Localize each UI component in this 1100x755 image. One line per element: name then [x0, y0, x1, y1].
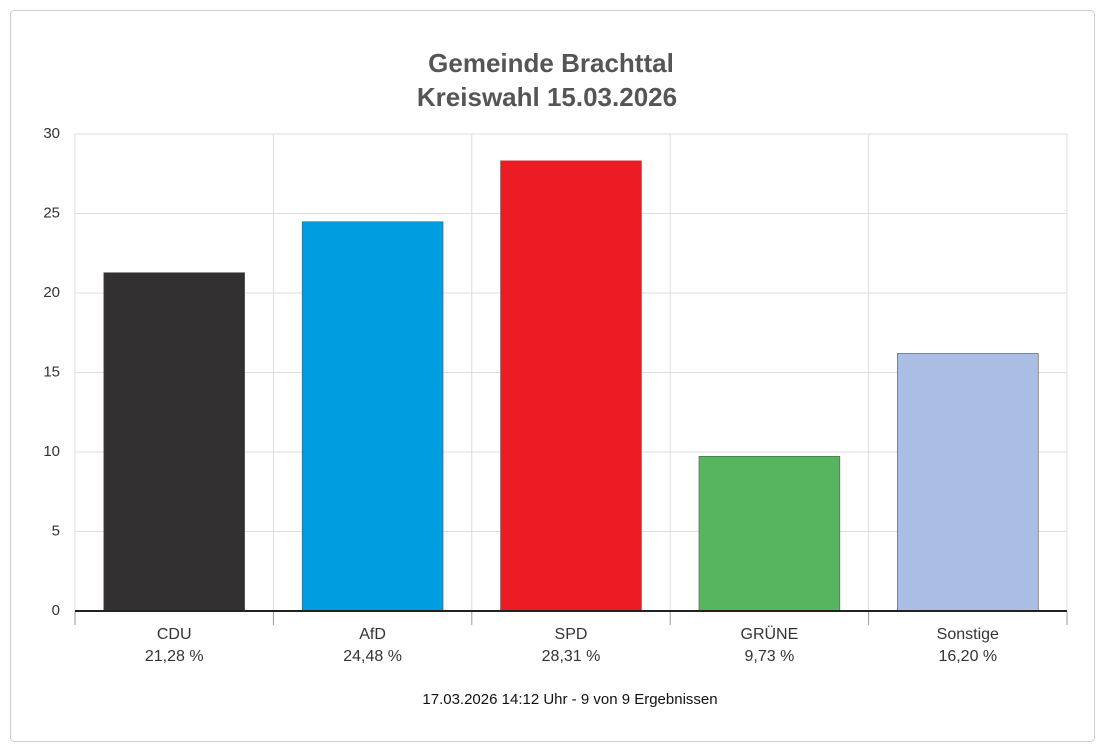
- value-label: 9,73 %: [744, 648, 794, 665]
- x-tick-label: AfD: [359, 626, 386, 643]
- value-label: 24,48 %: [343, 648, 402, 665]
- y-tick-label: 15: [43, 363, 60, 380]
- value-label: 16,20 %: [938, 648, 997, 665]
- x-tick-label: GRÜNE: [741, 625, 799, 643]
- chart-subtitle: Kreiswahl 15.03.2026: [417, 82, 677, 112]
- value-label: 21,28 %: [145, 648, 204, 665]
- footnote: 17.03.2026 14:12 Uhr - 9 von 9 Ergebniss…: [422, 691, 717, 708]
- x-tick-label: SPD: [555, 626, 588, 643]
- y-tick-label: 10: [43, 443, 60, 460]
- y-tick-label: 5: [52, 522, 60, 539]
- bar: [103, 272, 245, 612]
- chart-title: Gemeinde Brachttal: [428, 48, 674, 78]
- y-tick-label: 30: [43, 125, 60, 142]
- bar: [500, 160, 642, 612]
- x-tick-label: CDU: [157, 626, 192, 643]
- y-tick-label: 0: [52, 602, 60, 619]
- x-tick-label: Sonstige: [937, 626, 999, 643]
- bar: [897, 353, 1039, 612]
- y-tick-label: 25: [43, 204, 60, 221]
- y-tick-label: 20: [43, 284, 60, 301]
- value-label: 28,31 %: [542, 648, 601, 665]
- bar: [698, 455, 841, 612]
- bar: [301, 221, 444, 612]
